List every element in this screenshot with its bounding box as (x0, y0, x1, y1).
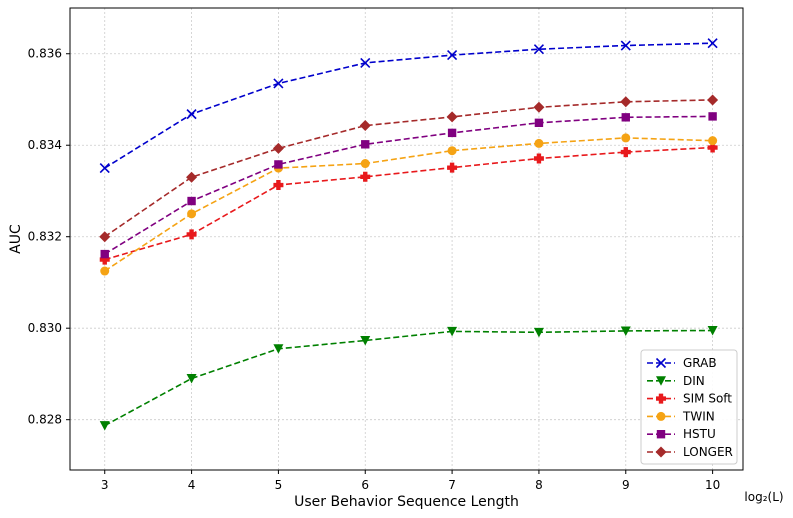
legend-label: HSTU (683, 427, 716, 441)
legend-label: LONGER (683, 445, 733, 459)
series-hstu-point (708, 112, 717, 121)
axes: 3 4 5 6 7 8 9 10 0.828 0.830 0.832 0.834 0.836 (28, 47, 721, 492)
series-grab-point (620, 40, 631, 51)
series-lines (99, 38, 719, 431)
series-twin-point (621, 133, 631, 143)
series-din-point (533, 327, 544, 338)
series-hstu (100, 112, 717, 259)
series-hstu-point (621, 113, 630, 122)
series-sim-soft-line (104, 146, 713, 261)
series-din-point (447, 326, 458, 337)
legend-label: DIN (683, 374, 705, 388)
y-tick-label: 0.828 (28, 413, 62, 427)
series-sim-soft-point (186, 229, 197, 240)
series-twin-point (360, 159, 370, 169)
legend-marker-longer (655, 446, 667, 458)
series-grab-point (533, 44, 544, 55)
x-tick-label: 8 (535, 478, 543, 492)
legend-item-hstu: HSTU (647, 427, 716, 441)
y-tick-label: 0.832 (28, 230, 62, 244)
legend-label: SIM Soft (683, 392, 732, 406)
series-grab-point (186, 109, 197, 120)
y-axis-label: AUC (8, 224, 24, 254)
series-sim-soft-point (99, 254, 110, 265)
series-hstu-point (447, 128, 457, 138)
series-grab-point (99, 163, 110, 174)
series-twin-point (100, 266, 110, 276)
x-tick-label: 9 (622, 478, 630, 492)
series-hstu-line (104, 115, 713, 255)
series-din-point (273, 344, 284, 354)
legend-item-longer: LONGER (647, 445, 733, 459)
series-twin-point (187, 209, 197, 219)
x-axis-unit-label: log₂(L) (744, 490, 783, 504)
series-twin-point (708, 136, 718, 146)
series-sim-soft-point (620, 147, 631, 158)
series-sim-soft (99, 142, 718, 265)
series-din-point (620, 326, 631, 336)
legend-marker-din (656, 376, 666, 386)
legend: GRAB DIN SIM Soft TWIN HSTU LONGER (640, 349, 738, 465)
x-tick-label: 3 (101, 478, 109, 492)
series-hstu-point (100, 249, 109, 259)
series-hstu-point (534, 118, 544, 128)
x-tick-label: 7 (448, 478, 456, 492)
legend-item-grab: GRAB (647, 356, 717, 370)
series-longer-point (272, 142, 284, 154)
series-sim-soft-point (360, 171, 371, 182)
series-longer-point (707, 94, 719, 106)
series-din-line (104, 329, 713, 427)
series-longer-point (186, 171, 198, 183)
x-tick-label: 4 (188, 478, 196, 492)
series-longer-point (533, 101, 545, 113)
legend-marker-hstu (656, 430, 666, 439)
x-tick-label: 5 (275, 478, 283, 492)
series-longer (99, 94, 719, 243)
series-twin-point (447, 146, 457, 156)
series-longer-point (446, 111, 458, 123)
series-sim-soft-point (447, 162, 458, 173)
series-sim-soft-point (707, 142, 718, 153)
series-hstu-point (187, 196, 196, 206)
series-hstu-point (361, 140, 370, 149)
x-axis-label: User Behavior Sequence Length (294, 494, 519, 510)
series-grab-point (447, 50, 458, 61)
series-grab-point (360, 57, 371, 68)
series-sim-soft-point (533, 153, 544, 164)
series-din-point (360, 336, 371, 346)
legend-marker-twin (656, 411, 666, 421)
legend-marker-sim-soft (656, 393, 666, 404)
series-longer-line (104, 99, 713, 238)
series-din (99, 325, 718, 431)
series-twin-point (534, 138, 544, 148)
x-tick-label: 6 (361, 478, 369, 492)
series-grab-line (104, 42, 713, 169)
legend-item-twin: TWIN (647, 409, 715, 423)
legend-item-sim-soft: SIM Soft (647, 392, 732, 406)
series-din-point (186, 374, 197, 384)
series-din-point (707, 325, 718, 336)
y-tick-label: 0.830 (28, 321, 62, 335)
series-hstu-point (274, 160, 283, 169)
y-tick-label: 0.834 (28, 138, 62, 152)
series-sim-soft-point (273, 180, 284, 191)
plot-frame (69, 7, 744, 471)
series-longer-point (359, 120, 371, 132)
legend-label: TWIN (682, 409, 715, 423)
series-grab-point (273, 78, 284, 89)
series-din-point (99, 421, 110, 431)
series-grab-point (707, 38, 718, 49)
series-grab (99, 38, 718, 174)
legend-item-din: DIN (647, 374, 705, 388)
series-longer-point (620, 96, 632, 108)
legend-marker-grab (655, 357, 667, 369)
series-twin-line (104, 137, 713, 272)
legend-label: GRAB (683, 356, 717, 370)
y-tick-label: 0.836 (28, 47, 62, 61)
series-longer-point (99, 231, 111, 243)
x-tick-label: 10 (705, 478, 720, 492)
